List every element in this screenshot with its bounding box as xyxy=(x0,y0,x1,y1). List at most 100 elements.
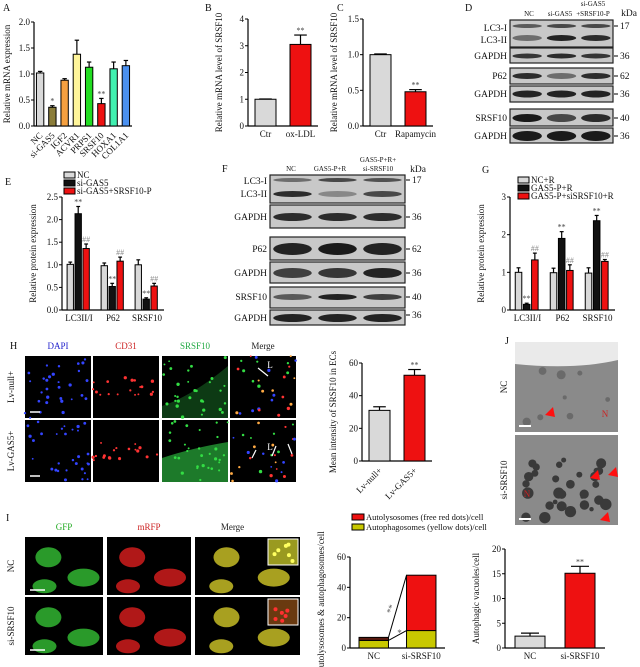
vacuole xyxy=(566,479,575,489)
blot-row-label: P62 xyxy=(492,72,507,82)
signal-dot xyxy=(84,397,88,401)
signal-dot xyxy=(286,371,290,375)
bar-I-autophagosomes xyxy=(358,639,389,649)
signal-dot xyxy=(136,449,140,453)
signal-dot xyxy=(284,425,287,429)
y-tick-label-C: 0.0 xyxy=(348,121,360,131)
vacuole xyxy=(592,481,600,488)
arrow-icon xyxy=(251,449,257,459)
vacuole xyxy=(556,501,567,512)
channel-label: CD31 xyxy=(115,341,137,351)
signal-dot xyxy=(29,380,32,383)
legend-label: si-GAS5+SRSF10-P xyxy=(77,186,152,196)
cell xyxy=(209,579,234,594)
y-tick-label-C: 0.5 xyxy=(348,85,360,95)
panel-label-B: B xyxy=(205,3,212,14)
blot-band xyxy=(512,53,542,59)
signal-dot xyxy=(134,393,136,396)
signal-dot xyxy=(37,399,41,403)
blot-row-label: GAPDH xyxy=(234,269,267,279)
signal-dot xyxy=(257,379,260,382)
signal-dot xyxy=(60,427,64,430)
connector-total xyxy=(387,575,408,638)
cell xyxy=(32,579,57,594)
bar-J-si-srsf10 xyxy=(564,572,596,649)
lane-label: si-GAS5 xyxy=(581,0,606,8)
y-tick-label-H: 60 xyxy=(349,358,359,368)
x-tick-label-C: Ctr xyxy=(375,129,387,139)
bar-G-p62 xyxy=(557,237,566,311)
sig-mark: ** xyxy=(558,223,566,232)
bar-I-autolysosomes xyxy=(406,574,437,632)
signal-dot xyxy=(218,407,222,412)
y-axis-label-A: Relative mRNA expression xyxy=(2,24,12,123)
legend-label: GAS5-P+siSRSF10+R xyxy=(531,191,614,201)
cell xyxy=(213,607,240,628)
vacuole xyxy=(539,511,551,524)
signal-dot xyxy=(257,384,261,388)
panel-label-H: H xyxy=(10,341,17,352)
legend-label: si-GAS5 xyxy=(77,178,109,188)
signal-dot xyxy=(77,369,81,373)
bar-E-srsf10 xyxy=(150,285,158,311)
signal-dot xyxy=(180,415,185,419)
blot-band xyxy=(273,294,312,300)
sig-mark: ## xyxy=(531,244,539,253)
signal-dot xyxy=(290,454,294,457)
vacuole xyxy=(561,457,567,463)
y-tick-label-J: 5 xyxy=(497,618,502,628)
blot-band xyxy=(273,268,312,278)
signal-dot xyxy=(40,391,43,394)
signal-dot xyxy=(198,428,201,432)
x-tick-label-B: Ctr xyxy=(260,129,272,139)
cell xyxy=(209,639,234,654)
fluorescence-image xyxy=(93,356,159,418)
y-tick-label-H: 0 xyxy=(354,456,359,466)
signal-dot xyxy=(27,371,31,375)
lane-label: si-GAS5 xyxy=(548,10,573,18)
signal-dot xyxy=(177,456,181,460)
bar-E-p62 xyxy=(108,285,116,311)
kda-label: 36 xyxy=(620,90,630,100)
signal-dot xyxy=(183,443,186,446)
bar-B-ctr xyxy=(254,98,277,127)
signal-dot xyxy=(202,408,206,412)
signal-dot xyxy=(256,360,259,363)
signal-dot xyxy=(257,421,260,425)
signal-dot xyxy=(28,434,32,438)
blot-band xyxy=(512,73,542,79)
signal-dot xyxy=(134,448,137,451)
y-tick-label-B: 4 xyxy=(240,14,245,24)
signal-dot xyxy=(134,443,137,445)
bar-E-lc3ii-i xyxy=(82,248,90,311)
signal-dot xyxy=(208,381,211,384)
signal-dot xyxy=(170,422,174,425)
sig-mark: ## xyxy=(150,274,158,283)
signal-dot xyxy=(210,376,214,380)
bar-A-acvr1 xyxy=(72,53,82,127)
bar-I-autophagosomes xyxy=(406,630,437,649)
signal-dot xyxy=(127,447,131,451)
channel-label: SRSF10 xyxy=(180,341,211,351)
sig-mark: ** xyxy=(97,89,105,98)
signal-dot xyxy=(286,362,290,365)
y-tick-label-E: 1.0 xyxy=(47,260,59,270)
signal-dot xyxy=(92,388,95,391)
signal-dot xyxy=(289,402,293,406)
sig-mark: ** xyxy=(411,361,419,370)
y-tick-label-C: 1.5 xyxy=(348,14,360,24)
blot-band xyxy=(546,35,577,41)
bar-A-prps1 xyxy=(84,66,94,127)
blot-band xyxy=(581,131,611,141)
signal-dot xyxy=(291,423,294,426)
signal-dot xyxy=(123,376,127,380)
sig-mark: ** xyxy=(142,289,150,298)
signal-dot xyxy=(240,359,243,362)
signal-dot xyxy=(45,378,49,382)
signal-dot xyxy=(246,450,250,455)
vacuole xyxy=(532,463,540,471)
cell xyxy=(119,607,146,628)
panel-label-A: A xyxy=(3,3,11,14)
vacuole xyxy=(566,412,574,420)
legend-label: GAS5-P+R xyxy=(531,183,573,193)
